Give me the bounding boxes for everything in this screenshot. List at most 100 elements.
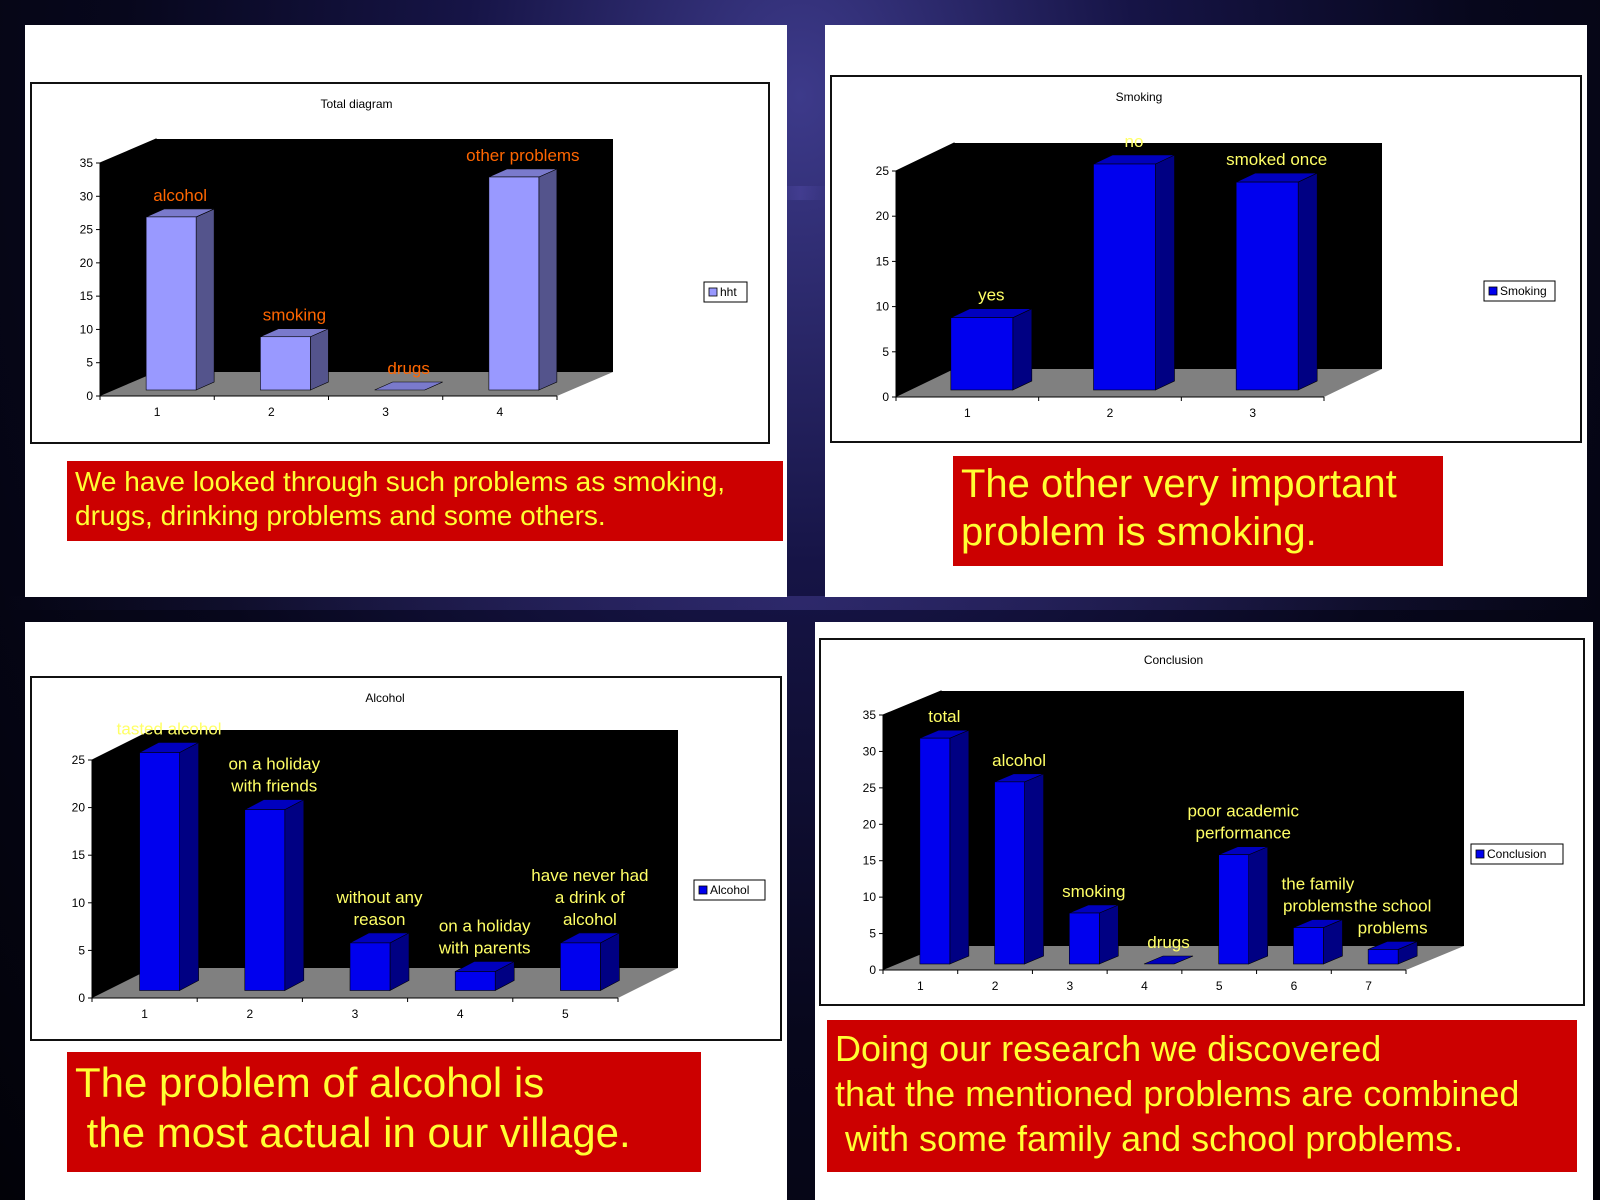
- y-tick-label: 5: [882, 345, 889, 359]
- bar-data-label: poor academic performance: [1187, 802, 1299, 843]
- background-streak: [0, 596, 1600, 610]
- chart-frame-smoking: Smoking 0 5 10 15 20 25 1 2 3 yes no smoked once Smok…: [830, 75, 1582, 443]
- bar-front: [454, 971, 496, 991]
- legend-swatch: [708, 287, 718, 297]
- bar-data-label-line: drugs: [1147, 933, 1190, 952]
- x-tick-label: 2: [992, 979, 999, 993]
- bar-data-label: smoked once: [1226, 150, 1327, 169]
- bar-data-label-line: alcohol: [992, 751, 1046, 770]
- caption-smoking: The other very important problem is smok…: [953, 456, 1443, 566]
- bar-data-label-line: the family: [1282, 875, 1355, 894]
- bar-front: [1293, 927, 1324, 965]
- x-tick-label: 3: [1249, 406, 1256, 420]
- y-tick-label: 5: [869, 927, 876, 941]
- legend-label: Alcohol: [710, 883, 749, 897]
- bar-data-label-line: smoking: [1062, 882, 1125, 901]
- y-tick-label: 10: [876, 300, 890, 314]
- bar-data-label-line: have never had: [531, 866, 648, 885]
- caption-conclusion: Doing our research we discovered that th…: [827, 1020, 1577, 1172]
- bar-front: [145, 216, 197, 391]
- chart-title: Smoking: [1116, 90, 1163, 104]
- bar-top: [374, 381, 443, 391]
- bar-data-label: yes: [978, 286, 1004, 305]
- legend-swatch: [1475, 849, 1485, 859]
- bar-1: [145, 208, 215, 391]
- bar-data-label: tasted alcohol: [117, 720, 222, 739]
- conclusion-chart: Conclusion 0 5 10 15 20 25 30 35 1 2 3 4 5 6 7 total alco…: [863, 653, 1564, 993]
- y-tick-label: 5: [78, 943, 85, 957]
- bar-top: [1143, 955, 1194, 965]
- y-tick-label: 30: [80, 189, 94, 203]
- y-tick-label: 10: [72, 896, 86, 910]
- bar-data-label: the family problems: [1282, 875, 1355, 916]
- chart-frame-alcohol: Alcohol 0 5 10 15 20 25 1 2 3 4 5 tasted alcohol on a…: [30, 676, 782, 1041]
- bar-data-label-line: a drink of: [555, 888, 625, 907]
- bar-data-label: no: [1125, 132, 1144, 151]
- x-tick-label: 3: [382, 405, 389, 419]
- x-tick-label: 3: [1066, 979, 1073, 993]
- legend-label: hht: [720, 285, 737, 299]
- y-tick-label: 25: [876, 164, 890, 178]
- y-tick-label: 25: [80, 223, 94, 237]
- y-tick-label: 25: [72, 753, 86, 767]
- bar-data-label-line: the school: [1354, 896, 1432, 915]
- bar-data-label: smoking: [263, 306, 326, 325]
- bar-side: [179, 742, 199, 991]
- y-tick-label: 15: [863, 854, 877, 868]
- bar-data-label: have never had a drink of alcohol: [531, 866, 648, 929]
- bar-side: [1098, 904, 1119, 965]
- y-tick-label: 15: [876, 254, 890, 268]
- plot-floor: [100, 372, 613, 396]
- bar-data-label-line: alcohol: [563, 910, 617, 929]
- x-tick-label: 1: [917, 979, 924, 993]
- y-tick-label: 5: [86, 356, 93, 370]
- bar-front: [244, 809, 286, 991]
- bar-1: [919, 729, 970, 965]
- y-tick-label: 0: [869, 963, 876, 977]
- bar-7: [1367, 940, 1418, 965]
- bar-data-label-line: drugs: [387, 359, 430, 378]
- chart-legend: Alcohol: [693, 879, 766, 901]
- x-tick-label: 7: [1365, 979, 1372, 993]
- bar-6: [1293, 919, 1343, 965]
- bar-data-label: drugs: [387, 359, 430, 378]
- y-tick-label: 25: [863, 781, 877, 795]
- chart-legend: Smoking: [1483, 280, 1556, 302]
- bar-data-label-line: reason: [354, 910, 406, 929]
- bar-data-label-line: alcohol: [153, 186, 207, 205]
- y-tick-label: 20: [876, 209, 890, 223]
- chart-title: Conclusion: [1144, 653, 1203, 667]
- bar-side: [1248, 846, 1269, 965]
- bar-2: [260, 328, 329, 391]
- y-tick-label: 35: [863, 708, 877, 722]
- legend-box: [1483, 280, 1556, 302]
- x-tick-label: 3: [352, 1007, 359, 1021]
- bar-front: [950, 317, 1014, 391]
- bar-front: [488, 176, 540, 391]
- bar-data-label-line: yes: [978, 286, 1004, 305]
- bar-front: [1068, 912, 1100, 965]
- slide-panel-alcohol: Alcohol 0 5 10 15 20 25 1 2 3 4 5 tasted alcohol on a…: [25, 622, 787, 1200]
- y-tick-label: 30: [863, 744, 877, 758]
- x-tick-label: 1: [964, 406, 971, 420]
- bar-front: [139, 752, 180, 991]
- x-tick-label: 1: [141, 1007, 148, 1021]
- chart-frame-conclusion: Conclusion 0 5 10 15 20 25 30 35 1 2 3 4 5 6 7 total alco…: [819, 638, 1585, 1006]
- bar-side: [1012, 308, 1033, 391]
- bar-side: [310, 328, 329, 391]
- plot-side-wall: [895, 142, 955, 398]
- bar-side: [538, 168, 558, 391]
- bar-data-label-line: with parents: [438, 938, 531, 957]
- x-tick-label: 2: [1107, 406, 1114, 420]
- chart-legend: Conclusion: [1470, 843, 1564, 865]
- chart-frame-total: Total diagram 0 5 10 15 20 25 30 35 1 2 3 4 alcohol sm…: [30, 82, 770, 444]
- y-tick-label: 10: [80, 322, 94, 336]
- bar-data-label: the school problems: [1354, 896, 1432, 937]
- bar-front: [919, 737, 951, 965]
- bar-data-label: on a holiday with friends: [228, 755, 320, 796]
- chart-legend: hht: [703, 281, 748, 303]
- x-tick-label: 4: [497, 405, 504, 419]
- bar-front: [260, 336, 311, 391]
- bar-data-label-line: on a holiday: [439, 916, 531, 935]
- bar-data-label-line: on a holiday: [228, 755, 320, 774]
